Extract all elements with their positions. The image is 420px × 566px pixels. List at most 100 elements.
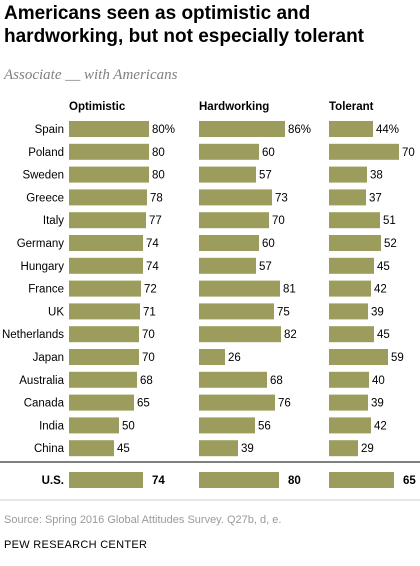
category-label-sweden: Sweden	[22, 170, 64, 182]
data-label-optimistic-hungary: 74	[146, 261, 159, 273]
data-label-tolerant-spain: 44%	[376, 124, 399, 136]
bar-optimistic-france	[69, 280, 141, 297]
category-label-canada: Canada	[24, 398, 65, 410]
bar-hardworking-australia	[199, 371, 267, 388]
data-label-tolerant-germany: 52	[384, 238, 397, 250]
category-label-uk: UK	[48, 306, 64, 318]
data-label-optimistic-spain: 80%	[152, 124, 175, 136]
bar-optimistic-germany	[69, 235, 143, 251]
bar-optimistic-poland	[69, 143, 149, 160]
bar-hardworking-spain	[199, 121, 285, 137]
bar-tolerant-india	[329, 417, 371, 434]
bar-optimistic-canada	[69, 394, 134, 411]
data-label-optimistic-greece: 78	[150, 192, 163, 204]
category-label-poland: Poland	[28, 147, 64, 159]
data-label-optimistic-japan: 70	[142, 352, 155, 364]
bar-hardworking-japan	[199, 349, 225, 365]
data-label-optimistic-germany: 74	[146, 238, 159, 250]
bar-tolerant-us	[329, 472, 394, 488]
bar-optimistic-netherlands	[69, 326, 139, 343]
bar-tolerant-china	[329, 440, 358, 457]
data-label-optimistic-uk: 71	[143, 306, 156, 318]
category-label-spain: Spain	[35, 124, 64, 136]
source-note: Source: Spring 2016 Global Attitudes Sur…	[4, 514, 282, 526]
category-label-india: India	[39, 420, 65, 432]
bar-tolerant-australia	[329, 371, 369, 388]
bar-hardworking-netherlands	[199, 326, 281, 343]
bar-tolerant-netherlands	[329, 326, 374, 343]
data-label-tolerant-greece: 37	[369, 192, 382, 204]
chart-subtitle: Associate __ with Americans	[4, 67, 178, 83]
bar-optimistic-greece	[69, 189, 147, 206]
category-label-china: China	[34, 443, 65, 455]
data-label-hardworking-spain: 86%	[288, 124, 311, 136]
data-label-hardworking-japan: 26	[228, 352, 241, 364]
bar-hardworking-us	[199, 472, 279, 488]
bar-hardworking-france	[199, 280, 280, 297]
bar-hardworking-india	[199, 417, 255, 434]
bar-tolerant-italy	[329, 212, 380, 229]
data-label-optimistic-sweden: 80	[152, 170, 165, 182]
bar-hardworking-sweden	[199, 166, 256, 183]
data-label-tolerant-sweden: 38	[370, 170, 383, 182]
category-label-france: France	[28, 284, 64, 296]
category-label-australia: Australia	[19, 375, 64, 387]
data-label-optimistic-us: 74	[152, 475, 165, 487]
bar-hardworking-hungary	[199, 257, 256, 274]
bar-hardworking-greece	[199, 189, 272, 206]
category-label-japan: Japan	[33, 352, 64, 364]
data-label-tolerant-poland: 70	[402, 147, 415, 159]
data-label-hardworking-germany: 60	[262, 238, 275, 250]
data-label-hardworking-india: 56	[258, 420, 271, 432]
series-header-hardworking: Hardworking	[199, 101, 269, 113]
data-label-hardworking-netherlands: 82	[284, 329, 297, 341]
bar-hardworking-poland	[199, 143, 259, 160]
bar-tolerant-germany	[329, 235, 381, 251]
data-label-hardworking-china: 39	[241, 443, 254, 455]
data-label-tolerant-japan: 59	[391, 352, 404, 364]
data-label-hardworking-sweden: 57	[259, 170, 272, 182]
organization-name: PEW RESEARCH CENTER	[4, 539, 148, 551]
bar-hardworking-germany	[199, 235, 259, 251]
data-label-tolerant-canada: 39	[371, 398, 384, 410]
data-label-hardworking-italy: 70	[272, 215, 285, 227]
category-label-hungary: Hungary	[21, 261, 65, 273]
data-label-tolerant-netherlands: 45	[377, 329, 390, 341]
data-label-tolerant-india: 42	[374, 420, 387, 432]
series-header-tolerant: Tolerant	[329, 101, 374, 113]
bar-optimistic-china	[69, 440, 114, 457]
data-label-hardworking-australia: 68	[270, 375, 283, 387]
bar-tolerant-japan	[329, 349, 388, 365]
bar-tolerant-spain	[329, 121, 373, 137]
bar-optimistic-uk	[69, 303, 140, 320]
chart-title: Americans seen as optimistic and hardwor…	[4, 3, 364, 47]
data-label-optimistic-netherlands: 70	[142, 329, 155, 341]
data-label-hardworking-greece: 73	[275, 192, 288, 204]
data-label-optimistic-australia: 68	[140, 375, 153, 387]
category-label-germany: Germany	[17, 238, 65, 250]
data-label-optimistic-poland: 80	[152, 147, 165, 159]
bar-hardworking-italy	[199, 212, 269, 229]
data-label-optimistic-france: 72	[144, 284, 157, 296]
data-label-hardworking-hungary: 57	[259, 261, 272, 273]
bar-tolerant-poland	[329, 143, 399, 160]
data-label-optimistic-china: 45	[117, 443, 130, 455]
data-label-tolerant-italy: 51	[383, 215, 396, 227]
bar-hardworking-canada	[199, 394, 275, 411]
data-label-hardworking-uk: 75	[277, 306, 290, 318]
bar-tolerant-canada	[329, 394, 368, 411]
bar-tolerant-greece	[329, 189, 366, 206]
data-label-hardworking-poland: 60	[262, 147, 275, 159]
data-label-optimistic-italy: 77	[149, 215, 162, 227]
bar-optimistic-sweden	[69, 166, 149, 183]
data-label-tolerant-france: 42	[374, 284, 387, 296]
data-label-hardworking-us: 80	[288, 475, 301, 487]
bar-tolerant-france	[329, 280, 371, 297]
data-label-tolerant-us: 65	[403, 475, 416, 487]
bar-hardworking-china	[199, 440, 238, 457]
data-label-hardworking-france: 81	[283, 284, 296, 296]
category-label-greece: Greece	[26, 192, 64, 204]
bar-tolerant-hungary	[329, 257, 374, 274]
bar-optimistic-india	[69, 417, 119, 434]
